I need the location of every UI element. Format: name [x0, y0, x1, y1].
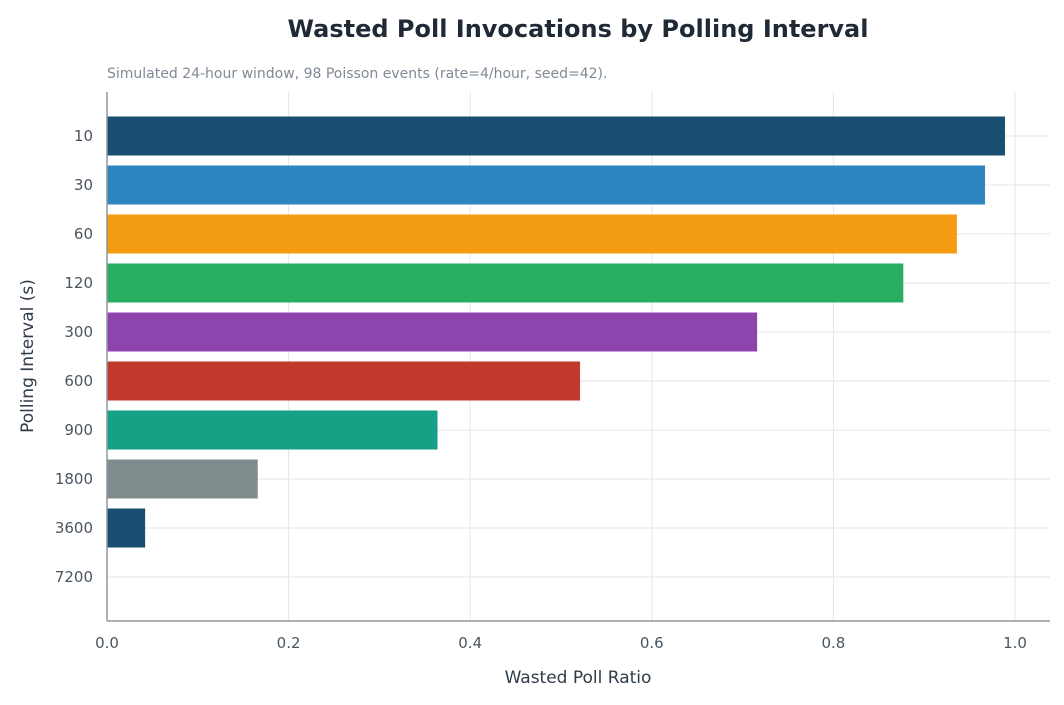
bar-10 [107, 116, 1006, 156]
y-tick-label: 3600 [55, 519, 93, 537]
x-tick-label: 0.0 [95, 634, 119, 652]
bar-1800 [107, 459, 258, 499]
bar-60 [107, 214, 957, 254]
x-tick-label: 0.6 [640, 634, 664, 652]
y-tick-label: 7200 [55, 568, 93, 586]
bar-600 [107, 361, 581, 401]
y-tick-label: 60 [74, 225, 93, 243]
y-tick-label: 1800 [55, 470, 93, 488]
bar-30 [107, 165, 986, 205]
y-tick-label: 10 [74, 127, 93, 145]
x-tick-label: 0.2 [277, 634, 301, 652]
chart-title: Wasted Poll Invocations by Polling Inter… [288, 15, 869, 43]
x-tick-label: 1.0 [1003, 634, 1027, 652]
y-tick-label: 300 [64, 323, 93, 341]
bar-3600 [107, 508, 146, 548]
y-tick-labels: 10 30 60 120 300 600 900 1800 3600 7200 [55, 127, 93, 586]
x-tick-label: 0.8 [821, 634, 845, 652]
y-tick-label: 120 [64, 274, 93, 292]
x-axis-label: Wasted Poll Ratio [505, 668, 652, 688]
chart-subtitle: Simulated 24-hour window, 98 Poisson eve… [107, 66, 607, 82]
bars [107, 116, 1006, 548]
bar-120 [107, 263, 904, 303]
bar-300 [107, 312, 758, 352]
y-axis-label: Polling Interval (s) [18, 279, 38, 433]
x-tick-label: 0.4 [458, 634, 482, 652]
y-tick-label: 900 [64, 421, 93, 439]
x-tick-labels: 0.0 0.2 0.4 0.6 0.8 1.0 [95, 634, 1027, 652]
bar-900 [107, 410, 438, 450]
y-tick-label: 30 [74, 176, 93, 194]
y-tick-label: 600 [64, 372, 93, 390]
